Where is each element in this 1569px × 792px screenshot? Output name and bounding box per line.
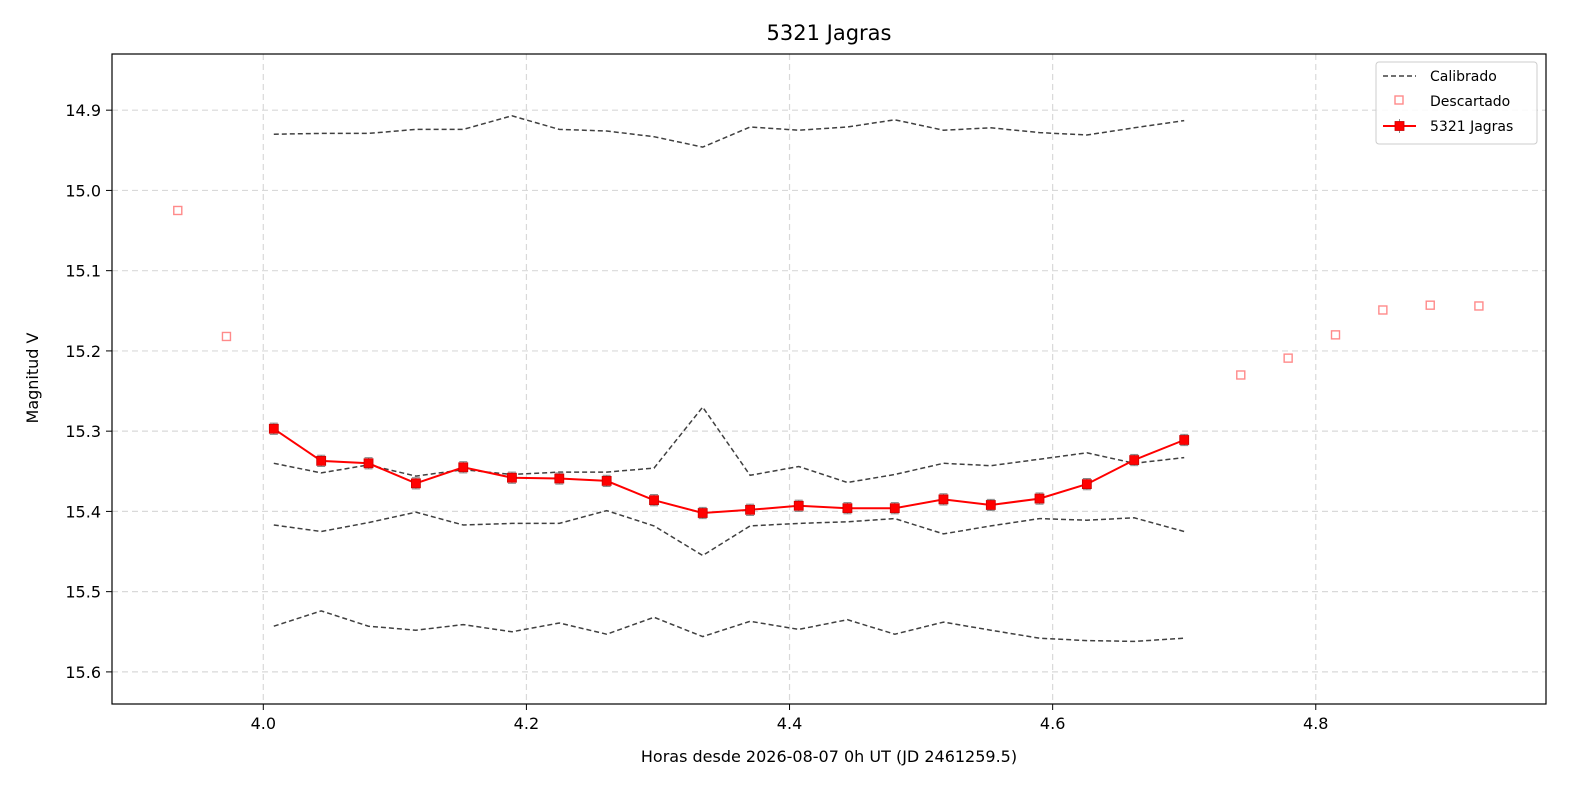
jagras-point: [1129, 455, 1140, 465]
jagras-point: [411, 478, 421, 489]
legend-box: [1375, 61, 1538, 145]
legend-calibrado-label: Calibrado: [1430, 69, 1497, 85]
descartado-point: [1236, 370, 1246, 380]
jagras-point: [316, 455, 327, 466]
descartado-point: [173, 205, 183, 216]
jagras-line: [273, 427, 1185, 515]
jagras-point: [268, 423, 279, 434]
plot-frame: [111, 53, 1547, 705]
jagras-point: [938, 494, 949, 505]
jagras-point: [985, 500, 996, 510]
y-axis-ticks: 14.9 15.0 15.1 15.2 15.3 15.4 15.5 15.6: [65, 101, 112, 682]
descartado-point: [1283, 353, 1293, 363]
y-tick-label: 15.0: [65, 181, 101, 200]
chart-title: 5321 Jagras: [767, 21, 892, 45]
y-tick-label: 15.3: [65, 422, 101, 441]
grid-lines: [112, 54, 1546, 704]
y-axis-label: Magnitud V: [23, 332, 42, 423]
jagras-point: [793, 500, 804, 511]
jagras-point: [745, 504, 755, 515]
legend-descartado-swatch: [1394, 95, 1404, 105]
descartado-point: [221, 331, 232, 342]
series-layer: [173, 115, 1484, 643]
legend: Calibrado Descartado 5321 Jagras: [1375, 61, 1538, 145]
jagras-point: [554, 473, 565, 484]
x-tick-label: 4.6: [1040, 714, 1065, 733]
x-axis-label: Horas desde 2026-08-07 0h UT (JD 2461259…: [641, 747, 1017, 766]
calibrado-line: [273, 115, 1185, 148]
descartado-point: [1330, 330, 1341, 340]
y-tick-label: 15.1: [65, 262, 101, 281]
y-tick-label: 15.6: [65, 663, 101, 682]
descartado-point: [1378, 305, 1388, 315]
jagras-point: [697, 508, 708, 518]
y-tick-label: 14.9: [65, 101, 101, 120]
legend-descartado-label: Descartado: [1430, 94, 1510, 110]
jagras-point: [507, 472, 517, 483]
x-tick-label: 4.0: [251, 714, 276, 733]
legend-jagras-swatch-marker: [1394, 121, 1405, 131]
x-tick-label: 4.2: [514, 714, 539, 733]
jagras-point: [1179, 435, 1190, 445]
calibrado-line: [273, 405, 1185, 484]
y-tick-label: 15.2: [65, 342, 101, 361]
jagras-point: [842, 503, 853, 514]
jagras-point: [649, 495, 659, 506]
y-tick-label: 15.5: [65, 583, 101, 602]
x-tick-label: 4.8: [1303, 714, 1328, 733]
descartado-point: [1474, 301, 1484, 311]
x-axis-ticks: 4.0 4.2 4.4 4.6 4.8: [251, 704, 1328, 733]
jagras-point: [1081, 479, 1092, 490]
legend-jagras-label: 5321 Jagras: [1430, 119, 1513, 135]
jagras-point: [601, 476, 612, 486]
descartado-point: [1425, 300, 1435, 310]
jagras-point: [889, 503, 900, 514]
jagras-point: [363, 458, 374, 469]
jagras-point: [458, 462, 469, 473]
x-tick-label: 4.4: [777, 714, 802, 733]
calibrado-line: [273, 610, 1185, 643]
jagras-point: [1034, 493, 1045, 504]
y-tick-label: 15.4: [65, 502, 101, 521]
calibrado-line: [273, 509, 1185, 557]
